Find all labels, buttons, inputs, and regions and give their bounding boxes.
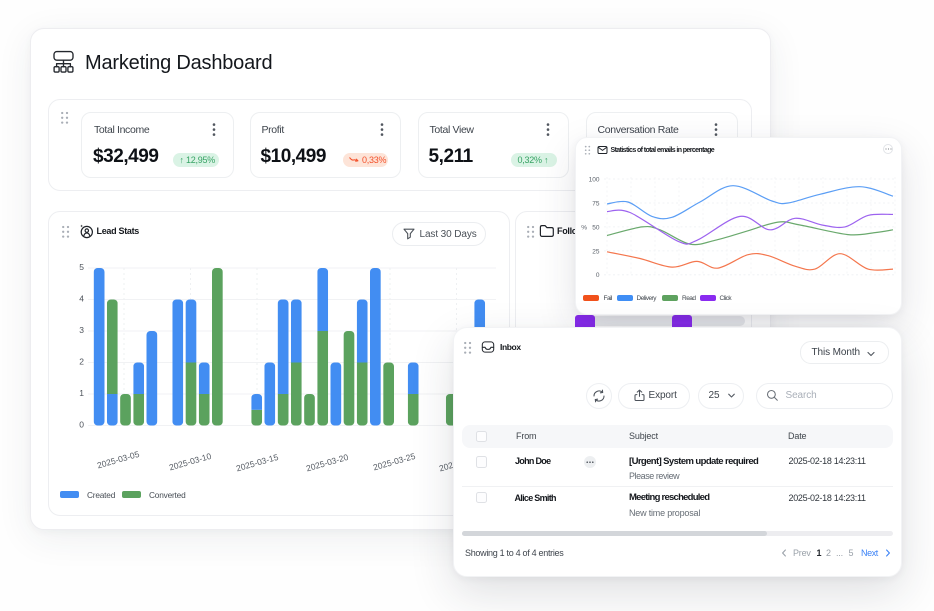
svg-text:2025-03-25: 2025-03-25 (372, 451, 417, 473)
svg-text:100: 100 (589, 176, 600, 183)
svg-text:5: 5 (79, 262, 84, 272)
svg-text:2025-03-05: 2025-03-05 (96, 449, 141, 471)
svg-text:2025-03-15: 2025-03-15 (235, 452, 280, 474)
svg-text:3: 3 (79, 325, 84, 335)
svg-text:25: 25 (592, 248, 600, 255)
svg-text:1: 1 (79, 388, 84, 398)
svg-text:2025-03-10: 2025-03-10 (168, 451, 213, 473)
svg-text:%: % (581, 224, 587, 231)
svg-text:4: 4 (79, 294, 84, 304)
svg-text:50: 50 (592, 224, 600, 231)
svg-text:2: 2 (79, 357, 84, 367)
svg-text:0: 0 (79, 420, 84, 430)
svg-text:75: 75 (592, 200, 600, 207)
svg-text:0: 0 (596, 272, 600, 279)
svg-text:2025-03-20: 2025-03-20 (305, 452, 350, 474)
